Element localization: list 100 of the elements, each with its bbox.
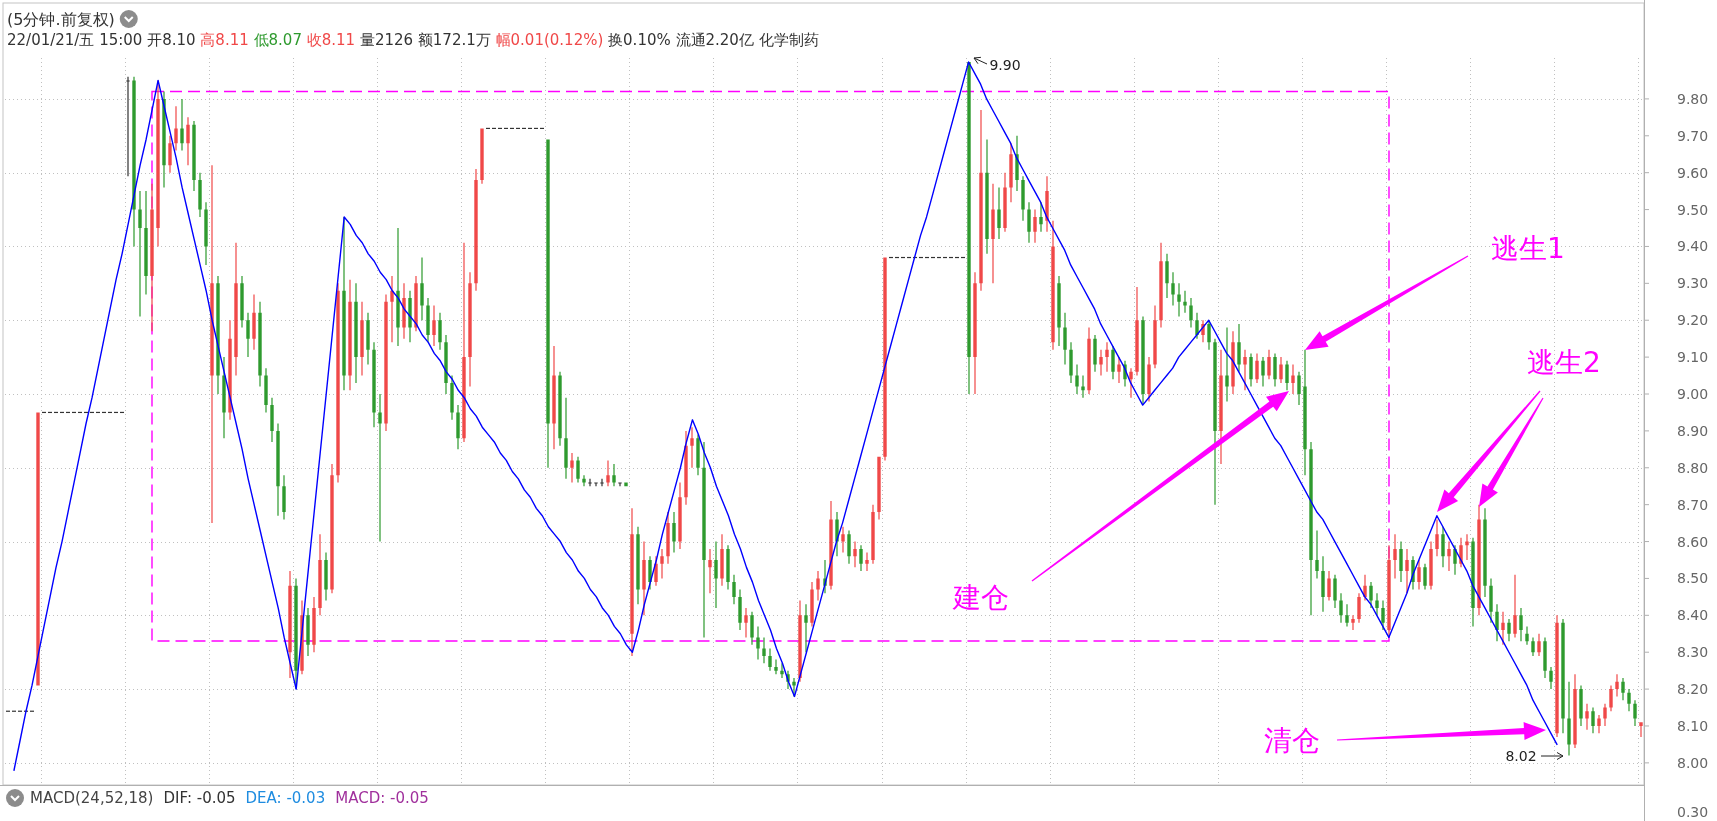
candlestick — [1489, 578, 1493, 623]
candlestick — [1429, 541, 1433, 590]
candlestick — [1639, 722, 1643, 738]
candlestick — [216, 275, 220, 394]
candlestick — [1417, 559, 1421, 590]
candlestick — [1333, 574, 1337, 608]
y-tick-label: 8.80 — [1677, 459, 1709, 476]
candlestick — [1105, 342, 1109, 372]
candlestick — [666, 512, 670, 564]
candlestick — [1183, 290, 1187, 313]
candlestick — [1495, 604, 1499, 642]
candlestick — [865, 552, 869, 572]
y-tick-label: 8.00 — [1677, 754, 1709, 771]
candlestick — [744, 607, 748, 638]
candlestick — [1351, 615, 1355, 631]
candlestick — [336, 283, 340, 483]
y-tick-label: 8.20 — [1677, 681, 1709, 698]
candlestick — [1255, 353, 1259, 383]
candlestick — [798, 600, 802, 682]
candlestick — [402, 283, 406, 339]
y-tick-label: 9.40 — [1677, 238, 1709, 255]
candlestick — [204, 202, 208, 265]
candlestick — [678, 482, 682, 549]
candlestick — [642, 541, 646, 616]
candlestick — [1063, 312, 1067, 365]
candlestick — [1261, 357, 1265, 387]
candlestick — [859, 545, 863, 572]
candlestick — [234, 242, 238, 376]
candlestick — [973, 272, 977, 394]
candlestick — [1021, 176, 1025, 221]
candlestick — [192, 121, 196, 192]
candlestick — [468, 272, 472, 387]
y-tick-label: 9.20 — [1677, 312, 1709, 329]
candlestick — [1387, 545, 1391, 638]
y-tick-label: 8.40 — [1677, 607, 1709, 624]
candlestick — [768, 648, 772, 671]
candlestick — [426, 298, 430, 343]
text: (5分钟.前复权) — [7, 10, 115, 29]
candlestick — [324, 552, 328, 601]
candlestick — [162, 91, 166, 188]
candlestick — [414, 275, 418, 332]
candlestick — [1237, 323, 1241, 372]
candlestick — [1375, 593, 1379, 616]
candlestick — [462, 242, 466, 442]
candlestick — [552, 346, 556, 450]
candlestick — [967, 62, 971, 394]
candlestick — [1015, 135, 1019, 192]
candlestick — [1147, 357, 1151, 402]
candlestick — [564, 397, 568, 479]
candlestick — [1171, 272, 1175, 306]
candlestick — [738, 589, 742, 631]
candlestick — [979, 109, 983, 291]
text: DIF: -0.05 — [163, 789, 236, 807]
candlestick — [258, 301, 262, 387]
candlestick — [624, 482, 628, 487]
candlestick — [600, 478, 604, 487]
candlestick — [606, 460, 610, 487]
candlestick — [1513, 574, 1517, 638]
candlestick — [126, 76, 130, 177]
candlestick — [432, 305, 436, 347]
candlestick — [1423, 563, 1427, 590]
y-tick-label: 8.10 — [1677, 717, 1709, 734]
annotation: 9.90 — [989, 57, 1021, 73]
candlestick — [222, 357, 226, 439]
candlestick — [480, 128, 484, 184]
candlestick — [444, 334, 448, 394]
candlestick — [847, 530, 851, 564]
candlestick — [360, 301, 364, 376]
candlestick — [1507, 619, 1511, 642]
candlestick — [1225, 327, 1229, 402]
candlestick — [804, 604, 808, 653]
candlestick — [708, 548, 712, 594]
candlestick — [264, 368, 268, 413]
candlestick — [630, 508, 634, 656]
candlestick — [1165, 253, 1169, 299]
candlestick — [1369, 582, 1373, 608]
candlestick — [1321, 556, 1325, 612]
candlestick — [168, 135, 172, 173]
candlestick — [210, 165, 214, 524]
candlestick — [1447, 541, 1451, 572]
y-tick-label: 8.60 — [1677, 533, 1709, 550]
candlestick — [378, 394, 382, 542]
candlestick — [36, 412, 40, 686]
candlestick — [1189, 298, 1193, 328]
candlestick — [750, 611, 754, 645]
candlestick — [1219, 349, 1223, 465]
candlestick — [456, 405, 460, 450]
candlestick — [1213, 338, 1217, 505]
annotation: 逃生1 — [1491, 231, 1565, 265]
candlestick — [1561, 619, 1565, 734]
candlestick — [684, 430, 688, 505]
candlestick — [810, 582, 814, 627]
candlestick — [877, 456, 881, 520]
candlestick — [1045, 176, 1049, 232]
y-tick-label: 9.50 — [1677, 201, 1709, 218]
candlestick — [150, 183, 154, 332]
candlestick — [732, 574, 736, 605]
candlestick — [348, 279, 352, 391]
candlestick — [180, 98, 184, 151]
candlestick — [612, 464, 616, 487]
